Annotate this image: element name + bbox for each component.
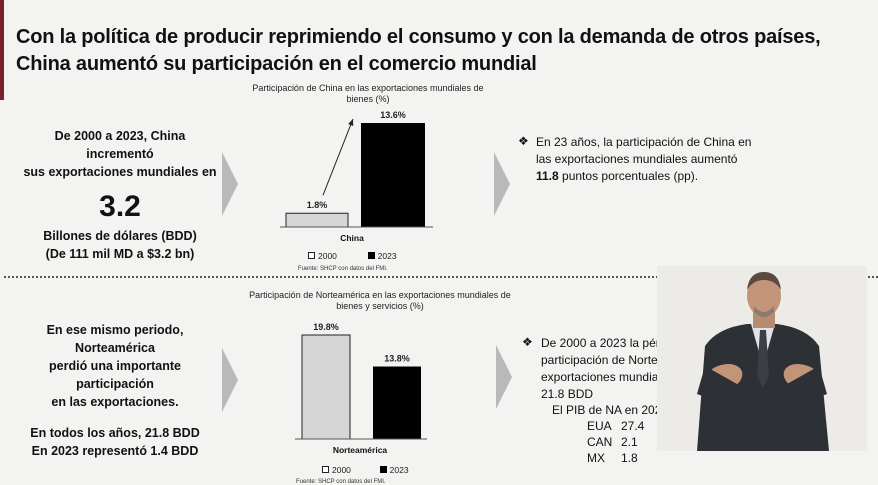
pib-value: 2.1 [621, 435, 638, 449]
legend-swatch-2000 [308, 252, 315, 260]
title-line-1: Con la política de producir reprimiendo … [16, 26, 821, 48]
china-big-value: 3.2 [99, 190, 141, 223]
china-summary-line-2: sus exportaciones mundiales en [23, 165, 217, 179]
legend-label-2000: 2000 [318, 250, 337, 261]
china-unit-line-2: (De 111 mil MD a $3.2 bn) [45, 247, 195, 261]
na-summary-line-1: En ese mismo periodo, Norteamérica [46, 323, 184, 355]
pib-country: CAN [587, 435, 613, 449]
chevron-right-icon [222, 348, 238, 412]
na-summary-line-4: En todos los años, 21.8 BDD [30, 426, 200, 440]
pib-row: CAN 2.1 [587, 434, 638, 450]
na-bullet-line-3: exportaciones mundia [541, 370, 659, 384]
data-label-2023: 13.8% [384, 354, 410, 364]
na-summary-line-3: en las exportaciones. [51, 395, 179, 409]
china-unit-line-1: Billones de dólares (BDD) [43, 229, 197, 243]
title-line-2: China aumentó su participación en el com… [16, 53, 537, 75]
china-legend: 2000 2023 [308, 250, 397, 261]
legend-label-2023: 2023 [389, 464, 409, 475]
na-chart-source: Fuente: SHCP con datos del FMI. [296, 479, 386, 485]
bar-2000 [301, 334, 351, 440]
legend-swatch-2023 [379, 466, 387, 474]
bar-2000 [285, 212, 349, 228]
diamond-bullet-icon: ❖ [518, 134, 529, 148]
category-label: Norteamérica [333, 445, 388, 454]
increase-arrow [322, 118, 354, 196]
na-bullet-line-4: 21.8 BDD [541, 387, 594, 401]
pib-row: MX 1.8 [587, 450, 638, 466]
na-bullet-line-1: De 2000 a 2023 la pér [541, 336, 659, 350]
na-pib-label: El PIB de NA en 202 [552, 403, 658, 417]
pib-value: 27.4 [621, 419, 645, 433]
category-label: China [340, 233, 364, 243]
section-divider [4, 276, 878, 278]
china-summary: De 2000 a 2023, China incrementó sus exp… [20, 127, 220, 263]
china-bullet-line-3: puntos porcentuales (pp). [558, 169, 699, 183]
pib-value: 1.8 [621, 451, 638, 465]
accent-bar [0, 0, 4, 100]
data-label-2023: 13.6% [380, 110, 406, 120]
pib-country: MX [587, 451, 605, 465]
legend-label-2000: 2000 [332, 464, 351, 475]
china-bullet-line-2: las exportaciones mundiales aumentó [536, 152, 738, 166]
na-legend: 2000 2023 [322, 464, 409, 475]
na-share-chart: 19.8% 13.8% Norteamérica [295, 322, 427, 454]
na-bullet-line-2: participación de Norte [541, 353, 658, 367]
bar-2023 [373, 366, 421, 439]
chevron-right-icon [496, 345, 512, 409]
legend-swatch-2000 [322, 466, 329, 474]
na-summary-line-5: En 2023 representó 1.4 BDD [31, 444, 199, 458]
diamond-bullet-icon: ❖ [522, 335, 533, 349]
na-summary: En ese mismo periodo, Norteamérica perdi… [10, 321, 220, 460]
chevron-right-icon [494, 152, 510, 216]
na-summary-line-2: perdió una importante participación [49, 359, 181, 391]
china-share-chart: 1.8% 13.6% China [280, 110, 433, 243]
china-bullet: ❖ En 23 años, la participación de China … [518, 134, 776, 185]
bar-2023 [361, 123, 425, 227]
pib-row: EUA 27.4 [587, 418, 644, 434]
slide-title: Con la política de producir reprimiendo … [16, 24, 821, 78]
legend-label-2023: 2023 [377, 250, 397, 261]
china-bullet-bold: 11.8 [536, 169, 559, 183]
china-summary-line-1: De 2000 a 2023, China incrementó [54, 129, 186, 161]
pib-country: EUA [587, 419, 612, 433]
legend-swatch-2023 [367, 252, 375, 260]
china-chart-source: Fuente: SHCP con datos del FMI. [298, 266, 388, 272]
na-chart-title: Participación de Norteamérica en las exp… [249, 290, 511, 311]
interpreter-video-inset [657, 266, 867, 451]
arrow-head-icon [348, 119, 354, 126]
china-chart-title: Participación de China en las exportacio… [252, 83, 484, 104]
data-label-2000: 1.8% [307, 200, 328, 210]
data-label-2000: 19.8% [313, 322, 339, 332]
chevron-right-icon [222, 152, 238, 216]
china-bullet-line-1: En 23 años, la participación de China en [536, 135, 752, 149]
interpreter-figure [657, 266, 867, 451]
na-bullet: De 2000 a 2023 la pér participación de N… [541, 335, 659, 403]
